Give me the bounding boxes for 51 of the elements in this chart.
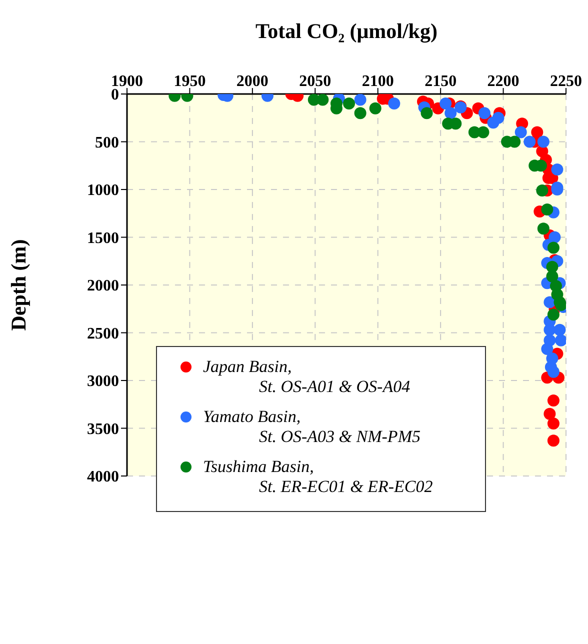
point — [343, 98, 356, 110]
point — [537, 222, 550, 235]
x-tick-label: 2000 — [236, 73, 268, 90]
point — [537, 136, 550, 148]
x-tick-label: 2250 — [550, 73, 582, 90]
y-tick-label: 1500 — [87, 230, 119, 247]
legend-label: Tsushima Basin, St. ER-EC01 & ER-EC02 — [202, 457, 434, 497]
point — [354, 107, 366, 120]
legend-label: Japan Basin, St. OS-A01 & OS-A04 — [202, 357, 412, 397]
x-tick-label: 2150 — [424, 73, 457, 90]
point — [316, 94, 329, 106]
x-tick-label: 2200 — [487, 73, 520, 90]
point — [478, 107, 490, 120]
x-tick-label: 2050 — [299, 73, 332, 90]
x-axis-title: Total CO₂ (μmol/kg) — [256, 19, 438, 43]
point — [477, 126, 490, 138]
x-tick-label: 1950 — [174, 73, 206, 90]
point — [554, 334, 566, 346]
point — [547, 394, 560, 407]
y-tick-label: 2500 — [87, 325, 119, 342]
point — [536, 184, 548, 196]
point — [541, 342, 554, 355]
point — [369, 102, 382, 114]
y-tick-label: 4000 — [87, 468, 119, 486]
point — [440, 98, 452, 110]
y-tick-label: 1000 — [87, 182, 119, 200]
y-tick-label: 2000 — [87, 278, 119, 295]
point — [547, 366, 560, 378]
point — [554, 324, 566, 336]
x-tick-label: 2100 — [362, 73, 394, 90]
y-tick-label: 500 — [95, 134, 119, 152]
point — [547, 308, 560, 321]
point — [541, 204, 554, 216]
point — [492, 112, 504, 124]
point — [547, 434, 560, 447]
point — [514, 126, 527, 138]
point — [531, 126, 544, 138]
y-axis-title: Depth (m) — [6, 239, 30, 331]
point — [544, 408, 556, 420]
y-tick-label: 3500 — [87, 420, 119, 438]
legend-label: Yamato Basin, St. OS-A03 & NM-PM5 — [202, 407, 422, 447]
point — [354, 94, 366, 106]
point — [420, 107, 433, 120]
point — [546, 270, 558, 282]
point — [551, 163, 564, 176]
point — [547, 242, 560, 254]
point — [524, 136, 536, 148]
point — [388, 98, 400, 110]
y-tick-label: 3000 — [87, 373, 119, 390]
point — [547, 417, 560, 430]
point — [444, 107, 457, 120]
